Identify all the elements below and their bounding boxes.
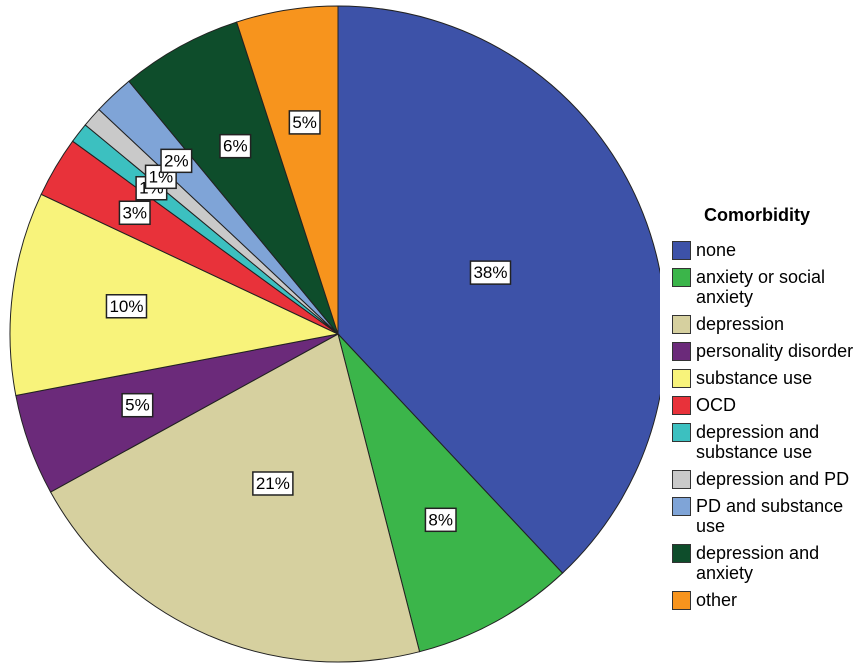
data-label-box [105, 294, 148, 319]
data-label-box [252, 471, 294, 496]
legend-swatch [672, 369, 691, 388]
legend: Comorbidity none anxiety or social anxiet… [672, 204, 862, 617]
legend-swatch [672, 544, 691, 563]
data-label: 21% [252, 471, 294, 496]
legend-swatch [672, 470, 691, 489]
legend-label: PD and substance use [696, 496, 844, 536]
legend-swatch [672, 268, 691, 287]
legend-label: other [696, 590, 738, 610]
legend-swatch [672, 591, 691, 610]
data-label: 5% [121, 392, 154, 418]
legend-swatch [672, 423, 691, 442]
legend-title: Comorbidity [704, 205, 810, 225]
pie-slice [49, 333, 421, 663]
data-label: 5% [288, 110, 321, 135]
legend-swatch [672, 396, 691, 415]
legend-item: depression [672, 314, 862, 334]
data-label-box [288, 110, 321, 135]
pie-chart: 38%8%21%5%10%3%1%1%2%6%5% [9, 5, 660, 663]
legend-item: OCD [672, 395, 862, 415]
legend-label: depression [696, 314, 785, 334]
data-label: 38% [469, 260, 512, 285]
legend-label: OCD [696, 395, 736, 415]
data-label: 8% [424, 507, 457, 533]
data-label-text: 10% [109, 297, 143, 316]
data-label: 2% [160, 148, 193, 174]
legend-item: other [672, 590, 862, 610]
data-label-box [424, 507, 457, 533]
pie-slice [9, 193, 340, 397]
data-label-text: 21% [256, 474, 290, 493]
legend-label: depression and substance use [696, 422, 820, 462]
legend-swatch [672, 497, 691, 516]
legend-item: anxiety or social anxiety [672, 267, 862, 307]
data-label-text: 5% [125, 396, 150, 415]
legend-swatch [672, 342, 691, 361]
legend-label: none [696, 240, 737, 260]
legend-item: depression and PD [672, 469, 862, 489]
legend-item: depression and substance use [672, 422, 862, 462]
data-label-box [219, 133, 252, 159]
data-label-text: 3% [122, 203, 147, 222]
legend-label: depression and PD [696, 469, 850, 489]
legend-label: anxiety or social anxiety [696, 267, 826, 307]
data-label-text: 5% [292, 113, 317, 132]
legend-item: substance use [672, 368, 862, 388]
legend-label: depression and anxiety [696, 543, 820, 583]
legend-label: substance use [696, 368, 813, 388]
data-label-box [121, 392, 154, 418]
data-label-box [118, 200, 151, 226]
data-label: 10% [105, 294, 148, 319]
data-label-text: 6% [223, 137, 248, 156]
legend-item: PD and substance use [672, 496, 862, 536]
legend-item: personality disorder [672, 341, 862, 361]
legend-item: none [672, 240, 862, 260]
data-label-text: 2% [164, 151, 189, 170]
pie-slice [337, 333, 564, 653]
legend-item: depression and anxiety [672, 543, 862, 583]
pie-slice [337, 5, 660, 574]
data-label-text: 38% [473, 263, 507, 282]
data-label: 3% [118, 200, 151, 226]
legend-swatch [672, 241, 691, 260]
data-label-box [160, 148, 193, 174]
legend-label: personality disorder [696, 341, 854, 361]
pie-slice [236, 5, 339, 335]
data-label: 6% [219, 133, 252, 159]
data-label-box [469, 260, 512, 285]
data-label-text: 8% [428, 510, 453, 529]
pie-slice [128, 21, 339, 335]
legend-swatch [672, 315, 691, 334]
